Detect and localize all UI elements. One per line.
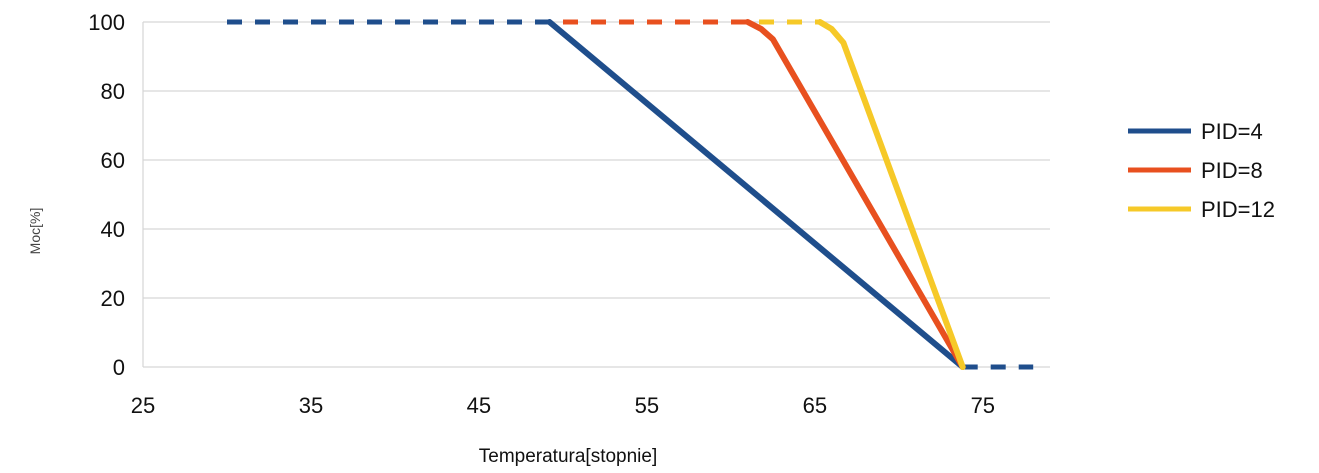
- y-tick-label: 60: [101, 148, 125, 173]
- legend-label: PID=8: [1201, 158, 1263, 183]
- x-tick-label: 45: [467, 393, 491, 418]
- series-line-pid-12: [816, 19, 966, 370]
- x-axis-title: Temperatura[stopnie]: [479, 446, 658, 467]
- series-line-pid-4: [546, 19, 966, 370]
- legend-label: PID=4: [1201, 119, 1263, 144]
- x-tick-label: 65: [803, 393, 827, 418]
- y-tick-labels: 0 20 40 60 80 100: [88, 10, 125, 380]
- series-line-pid-8: [744, 19, 966, 370]
- dashed-segments: [227, 19, 1034, 370]
- y-axis-title: Moc[%]: [27, 208, 43, 255]
- x-tick-label: 25: [131, 393, 155, 418]
- x-tick-labels: 25 35 45 55 65 75: [131, 393, 995, 418]
- y-tick-label: 20: [101, 286, 125, 311]
- x-tick-label: 55: [635, 393, 659, 418]
- legend-label: PID=12: [1201, 197, 1275, 222]
- legend: PID=4 PID=8 PID=12: [1128, 119, 1275, 222]
- x-tick-label: 35: [299, 393, 323, 418]
- grid-lines: [142, 21, 1050, 368]
- y-tick-label: 0: [113, 355, 125, 380]
- y-tick-label: 100: [88, 10, 125, 35]
- x-tick-label: 75: [971, 393, 995, 418]
- y-tick-label: 80: [101, 79, 125, 104]
- y-tick-label: 40: [101, 217, 125, 242]
- series-lines: [546, 19, 966, 370]
